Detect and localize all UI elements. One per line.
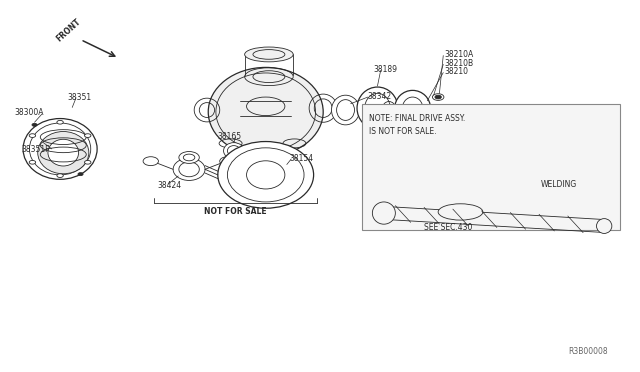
Circle shape: [84, 134, 91, 137]
Ellipse shape: [48, 139, 79, 166]
Text: 38342: 38342: [368, 92, 392, 101]
Ellipse shape: [244, 47, 293, 62]
Circle shape: [57, 174, 63, 177]
Ellipse shape: [438, 204, 483, 220]
Ellipse shape: [244, 150, 280, 163]
Text: 38165: 38165: [218, 132, 242, 141]
Text: R3B00008: R3B00008: [568, 346, 608, 356]
Ellipse shape: [179, 151, 199, 163]
Ellipse shape: [38, 132, 89, 174]
Text: 38189: 38189: [373, 65, 397, 74]
Text: 38300A: 38300A: [15, 108, 44, 117]
Circle shape: [32, 124, 37, 126]
Ellipse shape: [208, 67, 323, 156]
Circle shape: [78, 173, 83, 176]
Ellipse shape: [357, 87, 398, 129]
Text: 38210B: 38210B: [445, 59, 474, 68]
Text: 38351F: 38351F: [21, 145, 50, 154]
Circle shape: [435, 95, 442, 99]
Ellipse shape: [143, 157, 159, 166]
Ellipse shape: [218, 141, 314, 208]
Ellipse shape: [395, 90, 431, 126]
Ellipse shape: [332, 95, 360, 125]
Circle shape: [29, 160, 36, 164]
Text: NOT FOR SALE: NOT FOR SALE: [204, 208, 267, 217]
Text: 38210A: 38210A: [445, 50, 474, 59]
Circle shape: [57, 121, 63, 124]
Text: SEE SEC.430: SEE SEC.430: [424, 223, 472, 232]
Ellipse shape: [223, 142, 244, 159]
Bar: [362, 105, 620, 231]
Text: 38424: 38424: [157, 181, 181, 190]
Text: 38351: 38351: [68, 93, 92, 102]
Text: FRONT: FRONT: [55, 17, 83, 44]
Text: WELDING: WELDING: [540, 180, 577, 189]
Ellipse shape: [220, 157, 235, 166]
Ellipse shape: [23, 119, 97, 179]
Text: NOTE: FINAL DRIVE ASSY.
IS NOT FOR SALE.: NOTE: FINAL DRIVE ASSY. IS NOT FOR SALE.: [369, 114, 465, 136]
Text: 38210: 38210: [445, 67, 468, 76]
Ellipse shape: [372, 202, 396, 224]
Ellipse shape: [596, 219, 612, 234]
Text: 38154: 38154: [289, 154, 314, 163]
Circle shape: [433, 94, 444, 100]
Circle shape: [84, 160, 91, 164]
Ellipse shape: [173, 158, 205, 180]
Circle shape: [29, 134, 36, 137]
